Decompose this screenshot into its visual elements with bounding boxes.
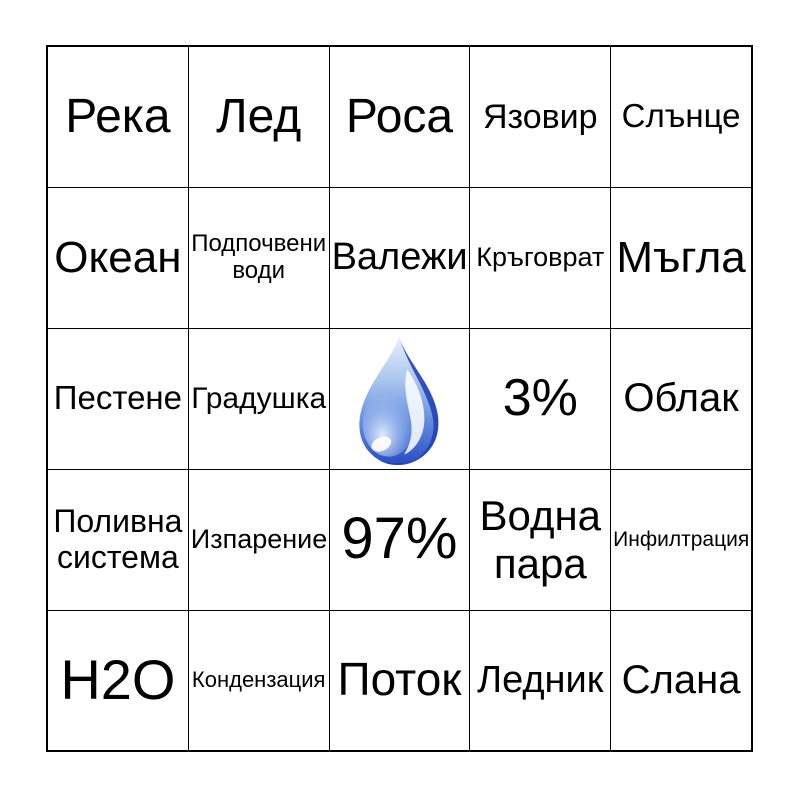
bingo-cell[interactable]: Язовир [469, 45, 612, 188]
bingo-row: H2O Кондензация Поток Ледник Слана [46, 609, 753, 752]
bingo-cell[interactable]: Кръговрат [469, 186, 612, 329]
bingo-cell[interactable]: Инфилтрация [610, 468, 753, 611]
bingo-row: Поливна система Изпарение 97% Водна пара… [46, 468, 753, 611]
bingo-cell[interactable]: 3% [469, 327, 612, 470]
bingo-cell[interactable]: Река [46, 45, 189, 188]
bingo-grid: Река Лед Роса Язовир Слънце Океан Подпоч… [46, 45, 753, 752]
bingo-cell[interactable]: Подпочвени води [187, 186, 330, 329]
bingo-row: Река Лед Роса Язовир Слънце [46, 45, 753, 188]
bingo-cell[interactable]: Ледник [469, 609, 612, 752]
bingo-row: Пестене Градушка [46, 327, 753, 470]
bingo-cell[interactable]: Океан [46, 186, 189, 329]
bingo-card: Река Лед Роса Язовир Слънце Океан Подпоч… [46, 45, 753, 752]
bingo-cell[interactable]: H2O [46, 609, 189, 752]
bingo-cell[interactable]: Поливна система [46, 468, 189, 611]
bingo-cell[interactable]: Поток [328, 609, 471, 752]
bingo-cell[interactable]: Слънце [610, 45, 753, 188]
bingo-cell[interactable]: Пестене [46, 327, 189, 470]
bingo-row: Океан Подпочвени води Валежи Кръговрат М… [46, 186, 753, 329]
bingo-cell[interactable]: Кондензация [187, 609, 330, 752]
bingo-cell[interactable]: Слана [610, 609, 753, 752]
bingo-cell[interactable]: Мъгла [610, 186, 753, 329]
bingo-cell[interactable]: 97% [328, 468, 471, 611]
bingo-cell[interactable]: Облак [610, 327, 753, 470]
bingo-cell[interactable]: Валежи [328, 186, 471, 329]
bingo-cell[interactable]: Лед [187, 45, 330, 188]
bingo-cell[interactable]: Водна пара [469, 468, 612, 611]
bingo-cell[interactable]: Изпарение [187, 468, 330, 611]
free-space-cell[interactable] [328, 327, 471, 470]
bingo-cell[interactable]: Градушка [187, 327, 330, 470]
water-drop-icon [359, 335, 439, 465]
bingo-cell[interactable]: Роса [328, 45, 471, 188]
